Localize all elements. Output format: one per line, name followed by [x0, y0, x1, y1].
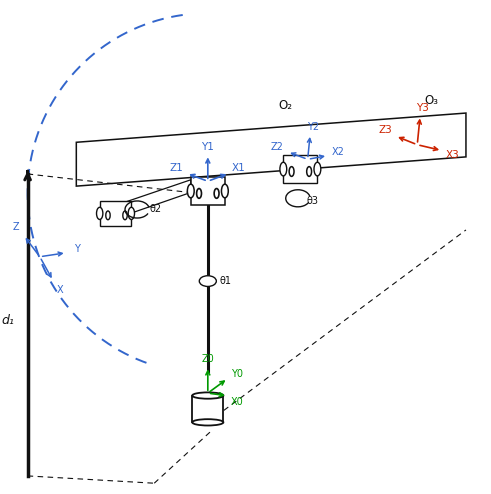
Text: Y: Y: [74, 244, 80, 254]
Ellipse shape: [123, 211, 127, 220]
Text: d₁: d₁: [1, 314, 15, 327]
Text: Y3: Y3: [416, 103, 429, 113]
Text: X2: X2: [332, 147, 345, 157]
Ellipse shape: [97, 207, 103, 219]
Text: O₂: O₂: [279, 99, 293, 112]
Text: Z3: Z3: [379, 125, 392, 135]
Text: Y0: Y0: [231, 369, 243, 378]
Text: X0: X0: [230, 397, 243, 407]
Ellipse shape: [221, 184, 228, 198]
Ellipse shape: [106, 211, 110, 220]
Text: θ2: θ2: [149, 205, 162, 214]
Bar: [100, 201, 132, 226]
Ellipse shape: [188, 184, 194, 198]
Ellipse shape: [192, 419, 223, 425]
Text: X3: X3: [446, 151, 460, 161]
Ellipse shape: [289, 166, 294, 176]
Bar: [108, 206, 125, 224]
Text: O₃: O₃: [425, 94, 439, 107]
Bar: [292, 162, 309, 181]
Ellipse shape: [280, 162, 287, 176]
Text: θ1: θ1: [220, 276, 232, 286]
Text: Z: Z: [13, 221, 20, 232]
Text: Z2: Z2: [270, 142, 283, 152]
Ellipse shape: [199, 276, 217, 287]
Ellipse shape: [192, 392, 223, 399]
Text: θ3: θ3: [306, 196, 318, 206]
Bar: [191, 177, 225, 205]
Ellipse shape: [214, 189, 219, 198]
Bar: [283, 156, 317, 183]
Text: X: X: [57, 285, 64, 294]
Text: X1: X1: [232, 164, 246, 173]
Ellipse shape: [196, 189, 201, 198]
Bar: [192, 396, 223, 422]
Ellipse shape: [128, 207, 135, 219]
Ellipse shape: [314, 162, 321, 176]
Text: Z1: Z1: [170, 164, 184, 173]
Text: Y2: Y2: [306, 122, 319, 132]
Ellipse shape: [307, 166, 312, 176]
Bar: [199, 184, 217, 203]
Text: Y1: Y1: [201, 142, 214, 152]
Text: Z0: Z0: [201, 354, 214, 364]
